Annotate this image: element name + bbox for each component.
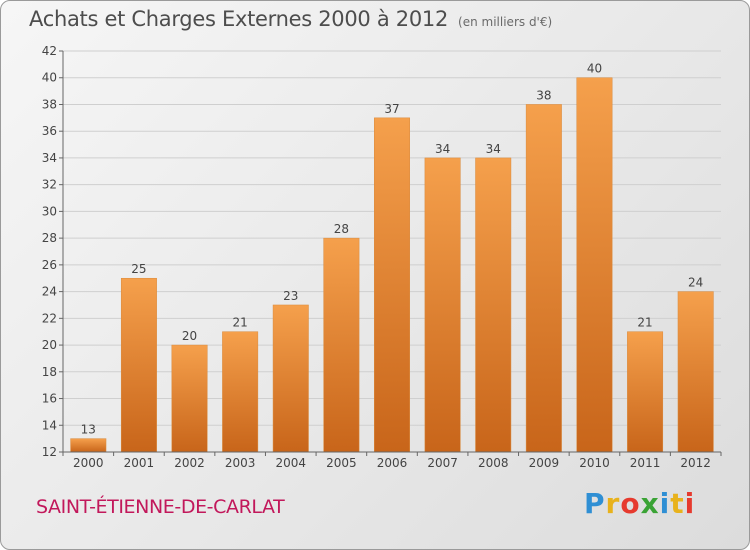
logo-letter: o <box>620 487 641 520</box>
chart-subtitle: (en milliers d'€) <box>458 15 553 29</box>
y-tick-label: 26 <box>42 258 57 272</box>
bar <box>627 331 664 453</box>
y-tick-label: 32 <box>42 178 57 192</box>
x-tick-label: 2004 <box>275 456 306 470</box>
data-label: 23 <box>283 289 298 303</box>
data-label: 24 <box>688 276 703 290</box>
y-tick-label: 18 <box>42 365 57 379</box>
bar <box>272 304 309 453</box>
chart-title-text: Achats et Charges Externes 2000 à 2012 <box>29 7 449 31</box>
logo-letter: r <box>605 487 621 520</box>
bar <box>171 344 208 453</box>
x-tick-label: 2006 <box>377 456 408 470</box>
data-label: 25 <box>131 262 146 276</box>
y-tick-label: 16 <box>42 392 57 406</box>
x-tick-label: 2012 <box>680 456 711 470</box>
y-tick-label: 28 <box>42 231 57 245</box>
data-label: 34 <box>435 142 450 156</box>
proxiti-logo[interactable]: Proxiti <box>584 487 695 520</box>
y-tick-label: 20 <box>42 338 57 352</box>
x-tick-label: 2011 <box>630 456 661 470</box>
data-label: 34 <box>486 142 501 156</box>
bar <box>120 277 157 453</box>
logo-letter: t <box>670 487 685 520</box>
bars <box>70 77 714 453</box>
axes: 12 14 16 18 20 22 24 26 28 30 32 34 36 38 40 42 2000 2001… <box>42 44 722 470</box>
data-label: 37 <box>384 102 399 116</box>
bar <box>222 331 259 453</box>
bar <box>374 117 410 453</box>
logo-letter: i <box>684 487 696 520</box>
y-tick-label: 22 <box>42 311 57 325</box>
y-tick-label: 34 <box>42 151 57 165</box>
data-label: 21 <box>637 316 652 330</box>
x-tick-label: 2000 <box>73 456 104 470</box>
x-tick-label: 2002 <box>174 456 205 470</box>
y-tick-label: 36 <box>42 124 57 138</box>
x-tick-label: 2003 <box>225 456 256 470</box>
bar <box>677 291 714 453</box>
x-tick-label: 2010 <box>579 456 610 470</box>
data-label: 20 <box>182 329 197 343</box>
x-tick-label: 2005 <box>326 456 357 470</box>
y-tick-label: 12 <box>42 445 57 459</box>
y-tick-label: 30 <box>42 204 57 218</box>
data-label: 28 <box>334 222 349 236</box>
x-tick-label: 2001 <box>124 456 155 470</box>
city-name: SAINT-ÉTIENNE-DE-CARLAT <box>36 496 285 518</box>
data-label: 13 <box>81 423 96 437</box>
data-label: 21 <box>233 316 248 330</box>
bar <box>475 157 512 453</box>
y-tick-label: 14 <box>42 418 57 432</box>
y-tick-label: 42 <box>42 44 57 58</box>
chart-title: Achats et Charges Externes 2000 à 2012 (e… <box>29 7 552 31</box>
logo-letter: P <box>584 487 606 520</box>
data-label: 38 <box>536 88 551 102</box>
x-tick-label: 2008 <box>478 456 509 470</box>
bar <box>70 438 107 453</box>
bar <box>323 237 360 453</box>
bar <box>424 157 461 453</box>
logo-letter: i <box>659 487 671 520</box>
y-tick-label: 40 <box>42 71 57 85</box>
value-labels: 13 25 20 21 23 28 37 34 34 38 40 21 24 <box>81 62 704 437</box>
y-tick-label: 38 <box>42 97 57 111</box>
data-label: 40 <box>587 62 602 76</box>
logo-letter: x <box>640 487 660 520</box>
y-tick-label: 24 <box>42 285 57 299</box>
bar <box>576 77 613 453</box>
x-tick-label: 2009 <box>529 456 560 470</box>
x-tick-label: 2007 <box>427 456 458 470</box>
bar <box>525 104 562 453</box>
